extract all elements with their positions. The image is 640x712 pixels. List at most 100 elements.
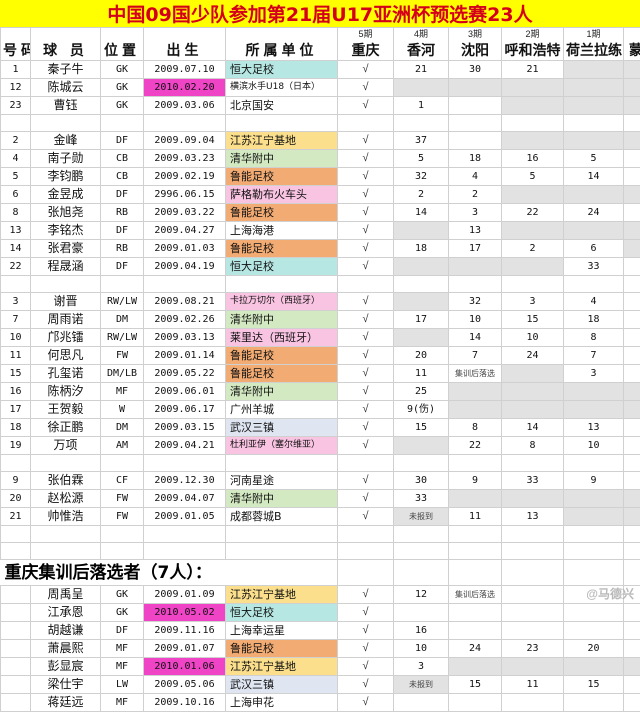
cell-huhehaote[interactable] — [502, 365, 564, 383]
cell-club[interactable]: 清华附中 — [226, 150, 338, 168]
cell-montaigu[interactable]: 10 — [624, 437, 640, 455]
cell-huhehaote[interactable] — [502, 401, 564, 419]
cell-player-name[interactable]: 张伯霖 — [31, 472, 101, 490]
cell-shenyang[interactable]: 3 — [449, 204, 502, 222]
cell-number[interactable]: 1 — [1, 61, 31, 79]
cell-club[interactable]: 成都蓉城B — [226, 508, 338, 526]
cell-birthdate[interactable]: 2009.02.19 — [144, 168, 226, 186]
cell-club[interactable]: 鲁能足校 — [226, 640, 338, 658]
cell-holland[interactable] — [564, 186, 624, 204]
cell-montaigu[interactable]: 33 — [624, 258, 640, 276]
cell-holland[interactable] — [564, 490, 624, 508]
cell-number[interactable]: 4 — [1, 150, 31, 168]
cell-club[interactable]: 恒大足校 — [226, 61, 338, 79]
cell-club[interactable]: 萨格勒布火车头 — [226, 186, 338, 204]
cell-montaigu[interactable] — [624, 622, 640, 640]
cell-huhehaote[interactable]: 33 — [502, 472, 564, 490]
cell-birthdate[interactable]: 2009.04.21 — [144, 437, 226, 455]
cell-xianghe[interactable]: 15 — [394, 419, 449, 437]
cell-player-name[interactable]: 秦子牛 — [31, 61, 101, 79]
cell-montaigu[interactable] — [624, 79, 640, 97]
cell-player-name[interactable]: 周雨诺 — [31, 311, 101, 329]
cell-birthdate[interactable]: 2009.04.19 — [144, 258, 226, 276]
cell-holland[interactable] — [564, 508, 624, 526]
cell-number[interactable]: 13 — [1, 222, 31, 240]
cell-chongqing-check[interactable]: √ — [338, 490, 394, 508]
cell-huhehaote[interactable]: 21 — [502, 61, 564, 79]
cell-xianghe[interactable] — [394, 293, 449, 311]
cell-birthdate[interactable]: 2009.09.04 — [144, 132, 226, 150]
cell-number[interactable] — [1, 658, 31, 676]
cell-montaigu[interactable] — [624, 401, 640, 419]
cell-chongqing-check[interactable]: √ — [338, 97, 394, 115]
cell-birthdate[interactable]: 2009.01.14 — [144, 347, 226, 365]
cell-xianghe[interactable]: 11 — [394, 365, 449, 383]
cell-number[interactable]: 7 — [1, 311, 31, 329]
cell-holland[interactable]: 3 — [564, 365, 624, 383]
cell-xianghe[interactable]: 1 — [394, 97, 449, 115]
cell-player-name[interactable]: 赵松源 — [31, 490, 101, 508]
cell-holland[interactable] — [564, 97, 624, 115]
cell-player-name[interactable]: 程晟涵 — [31, 258, 101, 276]
cell-player-name[interactable]: 陈城云 — [31, 79, 101, 97]
cell-player-name[interactable]: 蒋廷远 — [31, 694, 101, 712]
cell-montaigu[interactable] — [624, 490, 640, 508]
cell-huhehaote[interactable]: 3 — [502, 293, 564, 311]
cell-chongqing-check[interactable]: √ — [338, 658, 394, 676]
cell-shenyang[interactable]: 10 — [449, 311, 502, 329]
cell-montaigu[interactable]: 3 — [624, 365, 640, 383]
cell-club[interactable]: 莱里达（西班牙） — [226, 329, 338, 347]
cell-shenyang[interactable]: 4 — [449, 168, 502, 186]
cell-holland[interactable]: 9 — [564, 472, 624, 490]
cell-xianghe[interactable] — [394, 258, 449, 276]
cell-chongqing-check[interactable]: √ — [338, 604, 394, 622]
cell-holland[interactable]: 15 — [564, 676, 624, 694]
cell-chongqing-check[interactable]: √ — [338, 293, 394, 311]
cell-number[interactable]: 12 — [1, 79, 31, 97]
cell-player-name[interactable]: 陈柄汐 — [31, 383, 101, 401]
cell-position[interactable]: DF — [101, 186, 144, 204]
cell-montaigu[interactable] — [624, 61, 640, 79]
cell-player-name[interactable]: 张君豪 — [31, 240, 101, 258]
cell-holland[interactable]: 6 — [564, 240, 624, 258]
cell-xianghe[interactable]: 3 — [394, 658, 449, 676]
cell-position[interactable]: GK — [101, 586, 144, 604]
cell-position[interactable]: DM — [101, 419, 144, 437]
cell-club[interactable]: 上海申花 — [226, 694, 338, 712]
cell-shenyang[interactable]: 13 — [449, 222, 502, 240]
cell-chongqing-check[interactable]: √ — [338, 401, 394, 419]
cell-holland[interactable]: 18 — [564, 311, 624, 329]
cell-chongqing-check[interactable]: √ — [338, 383, 394, 401]
cell-club[interactable]: 鲁能足校 — [226, 240, 338, 258]
cell-huhehaote[interactable]: 5 — [502, 168, 564, 186]
cell-position[interactable]: LW — [101, 676, 144, 694]
cell-birthdate[interactable]: 2009.05.06 — [144, 676, 226, 694]
cell-huhehaote[interactable]: 11 — [502, 676, 564, 694]
cell-birthdate[interactable]: 2009.11.16 — [144, 622, 226, 640]
cell-birthdate[interactable]: 2009.03.15 — [144, 419, 226, 437]
cell-montaigu[interactable] — [624, 240, 640, 258]
cell-position[interactable]: MF — [101, 658, 144, 676]
cell-number[interactable] — [1, 676, 31, 694]
cell-club[interactable]: 江苏江宁基地 — [226, 586, 338, 604]
cell-player-name[interactable]: 南子勋 — [31, 150, 101, 168]
cell-club[interactable]: 广州羊城 — [226, 401, 338, 419]
cell-position[interactable]: RW/LW — [101, 293, 144, 311]
cell-holland[interactable] — [564, 622, 624, 640]
cell-number[interactable]: 3 — [1, 293, 31, 311]
cell-chongqing-check[interactable]: √ — [338, 508, 394, 526]
cell-holland[interactable] — [564, 604, 624, 622]
cell-player-name[interactable]: 谢晋 — [31, 293, 101, 311]
column-header-10[interactable]: 蒙太古杯 — [624, 41, 640, 61]
cell-number[interactable]: 19 — [1, 437, 31, 455]
